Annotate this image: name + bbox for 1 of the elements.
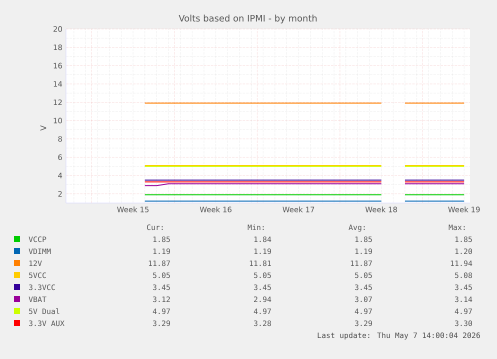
chart-title: Volts based on IPMI - by month — [178, 14, 317, 24]
